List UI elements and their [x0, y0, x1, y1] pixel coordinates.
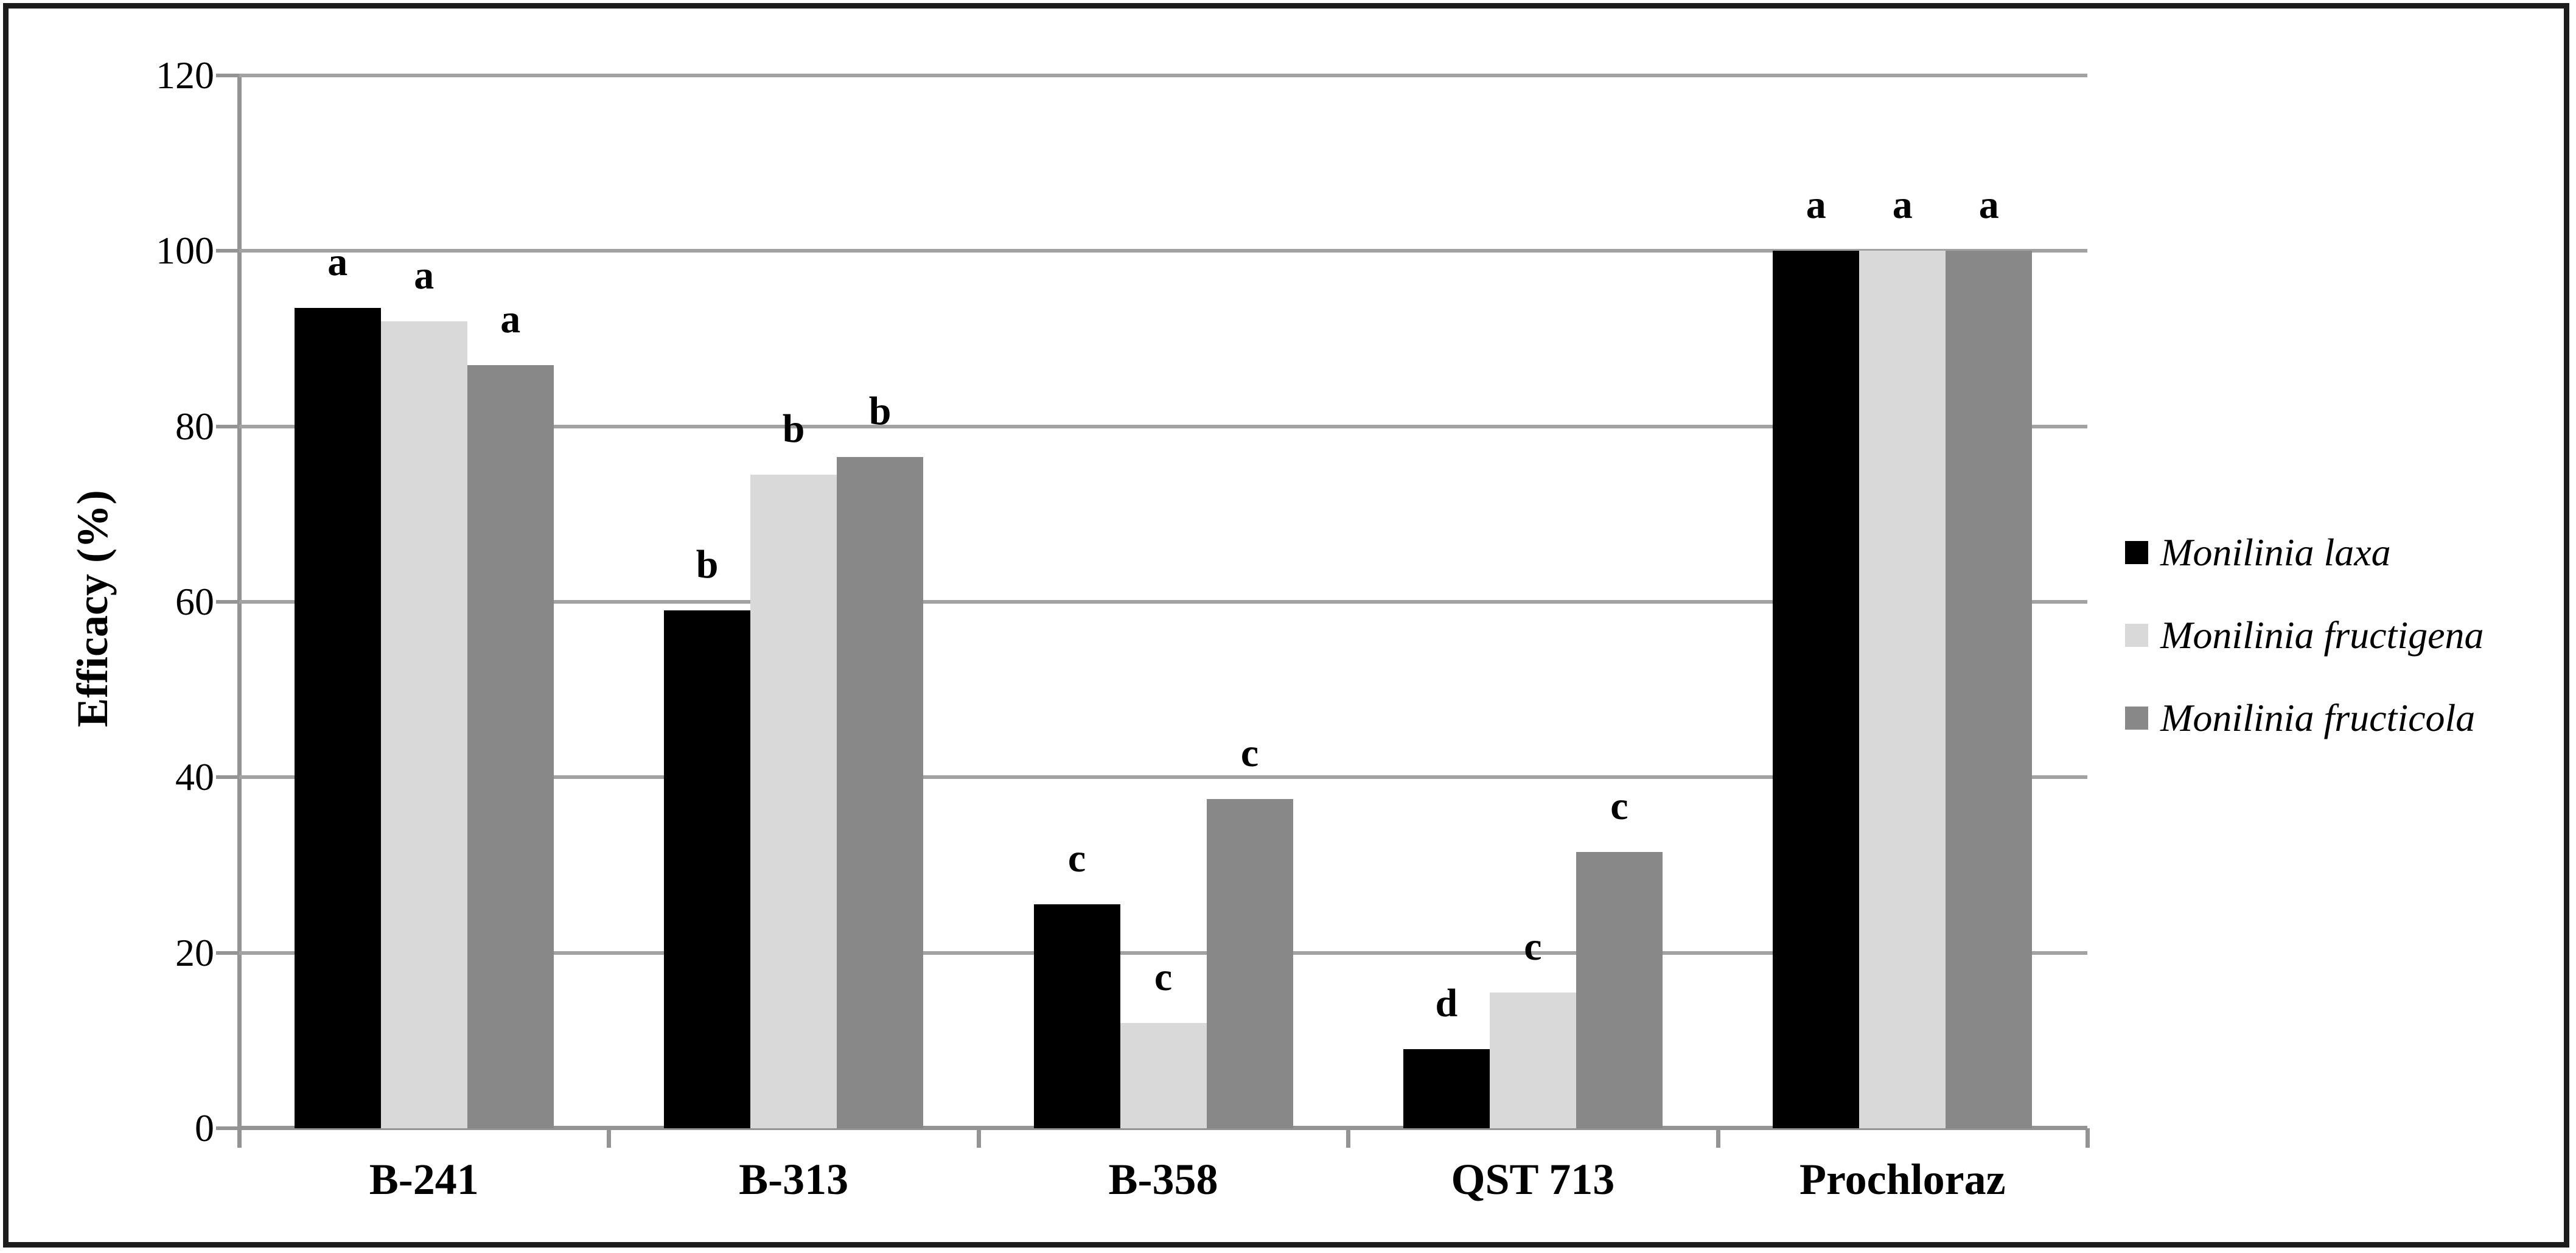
- bar-B-241-fructigena: [380, 321, 467, 1128]
- y-tick-label-20: 20: [175, 930, 214, 974]
- y-tick-label-120: 120: [156, 54, 214, 97]
- bar-B-313-fructigena: [750, 474, 837, 1128]
- bar-B-313-laxa: [664, 610, 751, 1128]
- legend: Monilinia laxa Monilinia fructigena Monili…: [2125, 528, 2484, 777]
- legend-swatch-icon: [2125, 541, 2148, 564]
- legend-swatch-icon: [2125, 624, 2148, 647]
- legend-item-fructicola: Monilinia fructicola: [2125, 694, 2484, 742]
- bar-Prochloraz-fructigena: [1859, 251, 1946, 1128]
- gridline-20: [239, 951, 2087, 955]
- y-tick-label-80: 80: [175, 404, 214, 448]
- x-tick-mark-2: [976, 1128, 981, 1148]
- y-tick-label-40: 40: [175, 755, 214, 799]
- bar-QST 713-fructigena: [1489, 992, 1576, 1128]
- x-tick-mark-3: [1346, 1128, 1351, 1148]
- legend-label: Monilinia fructicola: [2160, 696, 2476, 739]
- category-label-B-358: B-358: [1108, 1155, 1218, 1204]
- bar-letter-B-313-fructigena: b: [782, 406, 805, 451]
- gridline-60: [239, 600, 2087, 604]
- legend-item-fructigena: Monilinia fructigena: [2125, 611, 2484, 660]
- y-tick-label-100: 100: [156, 229, 214, 273]
- y-tick-label-0: 0: [195, 1106, 214, 1150]
- bar-Prochloraz-fructicola: [1946, 251, 2033, 1128]
- bar-letter-QST 713-fructicola: c: [1610, 783, 1628, 828]
- bar-QST 713-fructicola: [1576, 851, 1663, 1128]
- bar-letter-B-313-fructicola: b: [868, 389, 892, 434]
- category-label-QST 713: QST 713: [1451, 1155, 1615, 1204]
- bar-letter-B-313-laxa: b: [696, 542, 719, 587]
- legend-label: Monilinia laxa: [2160, 531, 2391, 574]
- bar-B-241-laxa: [294, 308, 381, 1128]
- category-label-B-241: B-241: [369, 1155, 479, 1204]
- legend-item-laxa: Monilinia laxa: [2125, 528, 2484, 577]
- x-tick-mark-0: [237, 1128, 242, 1148]
- category-label-Prochloraz: Prochloraz: [1799, 1155, 2006, 1204]
- bar-letter-B-241-fructicola: a: [500, 296, 521, 341]
- y-tick-mark-0: [216, 1126, 239, 1130]
- bar-QST 713-laxa: [1403, 1049, 1490, 1128]
- bar-letter-B-241-fructigena: a: [414, 253, 435, 298]
- y-axis-line: [237, 75, 242, 1148]
- bar-letter-B-358-laxa: c: [1067, 836, 1086, 881]
- legend-swatch-icon: [2125, 707, 2148, 730]
- y-tick-mark-100: [216, 249, 239, 253]
- y-tick-mark-40: [216, 775, 239, 780]
- bar-letter-B-241-laxa: a: [327, 240, 348, 285]
- bar-letter-Prochloraz-laxa: a: [1806, 183, 1826, 228]
- bar-B-313-fructicola: [837, 457, 924, 1128]
- x-tick-mark-4: [1716, 1128, 1720, 1148]
- bar-B-358-fructigena: [1120, 1023, 1207, 1128]
- bar-letter-QST 713-laxa: d: [1435, 981, 1458, 1026]
- y-tick-mark-120: [216, 74, 239, 77]
- bar-letter-B-358-fructicola: c: [1240, 731, 1259, 776]
- bar-letter-Prochloraz-fructicola: a: [1978, 183, 1999, 228]
- x-tick-mark-1: [607, 1128, 612, 1148]
- bar-letter-Prochloraz-fructigena: a: [1892, 183, 1913, 228]
- y-tick-mark-20: [216, 951, 239, 955]
- bar-B-358-laxa: [1033, 904, 1120, 1128]
- y-tick-label-60: 60: [175, 580, 214, 623]
- legend-label: Monilinia fructigena: [2160, 613, 2484, 657]
- plot-area: a a a b b b c c c d c c a a a: [239, 74, 2087, 1130]
- gridline-40: [239, 775, 2087, 780]
- y-tick-mark-80: [216, 424, 239, 428]
- gridline-100: [239, 249, 2087, 253]
- gridline-120: [239, 74, 2087, 77]
- bar-B-241-fructicola: [467, 365, 554, 1128]
- y-tick-mark-60: [216, 600, 239, 604]
- gridline-80: [239, 424, 2087, 428]
- category-label-B-313: B-313: [739, 1155, 849, 1204]
- bar-letter-QST 713-fructigena: c: [1524, 924, 1542, 969]
- bar-B-358-fructicola: [1206, 799, 1293, 1128]
- bar-Prochloraz-laxa: [1773, 251, 1860, 1128]
- x-tick-mark-5: [2086, 1128, 2090, 1148]
- bar-letter-B-358-fructigena: c: [1154, 955, 1173, 999]
